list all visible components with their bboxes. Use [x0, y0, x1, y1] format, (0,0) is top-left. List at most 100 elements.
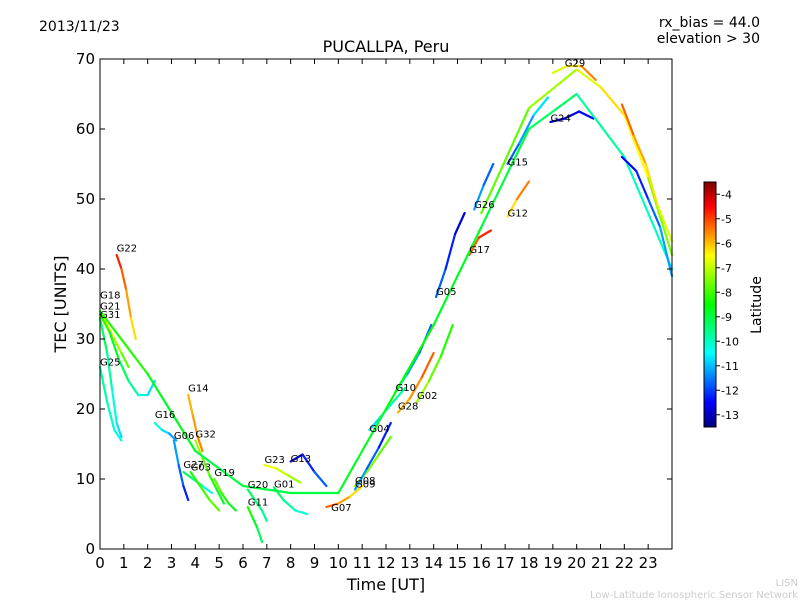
series-label-g07: G07 — [331, 503, 351, 514]
series-segment — [439, 323, 454, 358]
series-trend-lo — [98, 92, 674, 495]
series-g14 — [187, 393, 204, 453]
series-segment — [623, 155, 674, 271]
series-g07 — [325, 484, 364, 509]
colorbar-tick-label: -10 — [721, 335, 739, 348]
series-segment — [480, 106, 531, 215]
series-segment — [468, 236, 481, 257]
series-segment — [241, 484, 292, 495]
series-label-g14: G14 — [188, 384, 208, 395]
series-label-g13: G13 — [291, 454, 311, 465]
series-segment — [177, 463, 185, 488]
series-label-g19: G19 — [214, 468, 234, 479]
series-segment — [377, 421, 392, 449]
series-label-g26: G26 — [474, 200, 494, 211]
series-segment — [620, 103, 635, 138]
x-tick-label: 6 — [238, 554, 248, 572]
series-segment — [620, 155, 638, 173]
series-segment — [272, 486, 285, 502]
series-g26 — [473, 162, 495, 211]
series-segment — [287, 474, 302, 484]
series-segment — [506, 141, 521, 166]
x-tick-label: 12 — [376, 554, 395, 572]
series-segment — [644, 162, 659, 208]
series-segment — [647, 197, 662, 229]
y-axis-ticks: 0 10 20 30 40 50 60 70 — [76, 50, 672, 558]
series-segment — [263, 463, 278, 470]
series-segment — [599, 85, 626, 117]
y-tick-label: 40 — [76, 260, 95, 278]
series-segment — [396, 397, 411, 414]
series-segment — [168, 432, 178, 442]
series-segment — [182, 484, 190, 502]
series-segment — [199, 484, 211, 502]
series-segment — [113, 337, 123, 355]
series-label-g02: G02 — [417, 391, 437, 402]
series-g01 — [272, 486, 309, 516]
series-g22 — [115, 253, 137, 341]
series-segment — [353, 467, 369, 491]
x-tick-label: 16 — [472, 554, 491, 572]
series-segment — [294, 509, 309, 516]
x-tick-label: 2 — [143, 554, 153, 572]
series-late-a — [620, 103, 674, 243]
series-segment — [532, 96, 550, 117]
series-segment — [415, 379, 430, 404]
colorbar-tick-label: -13 — [721, 409, 739, 422]
series-late-b — [620, 155, 674, 278]
series-segment — [227, 502, 237, 512]
series-segment — [108, 330, 121, 362]
series-segment — [408, 376, 423, 400]
series-label-g06: G06 — [174, 431, 194, 442]
series-label-g05: G05 — [436, 287, 456, 298]
series-layer — [98, 64, 674, 544]
series-g24 — [549, 110, 595, 124]
series-label-g18: G18 — [100, 290, 120, 301]
series-segment — [444, 232, 457, 271]
x-tick-label: 17 — [496, 554, 515, 572]
series-segment — [563, 110, 581, 120]
series-segment — [301, 453, 316, 474]
colorbar-ticks: -4 -5 -6 -7 -8 -9 -10 -11 -12 -13 — [716, 188, 739, 422]
series-g19 — [213, 477, 237, 512]
series-label-g12: G12 — [508, 209, 528, 220]
series-trend-hi — [480, 68, 674, 257]
y-tick-label: 60 — [76, 120, 95, 138]
series-label-g31: G31 — [100, 310, 120, 321]
series-label-g10: G10 — [396, 383, 416, 394]
series-label-g01: G01 — [274, 479, 294, 490]
series-segment — [275, 467, 290, 477]
y-tick-label: 20 — [76, 400, 95, 418]
series-g29 — [551, 64, 597, 82]
series-g03 — [189, 470, 221, 512]
series-segment — [115, 253, 123, 271]
series-segment — [427, 355, 442, 383]
series-segment — [208, 498, 221, 512]
colorbar — [703, 181, 717, 428]
series-segment — [120, 351, 130, 369]
series-segment — [549, 117, 566, 124]
series-segment — [213, 477, 223, 495]
series-segment — [215, 488, 226, 505]
series-segment — [282, 498, 297, 512]
series-segment — [125, 288, 133, 320]
series-segment — [454, 211, 466, 236]
series-g16 — [153, 421, 178, 442]
series-segment — [623, 113, 650, 180]
series-segment — [313, 470, 328, 488]
series-segment — [106, 400, 116, 432]
series-segment — [129, 316, 137, 341]
series-segment — [110, 386, 118, 425]
series-label-g04: G04 — [369, 424, 389, 435]
x-tick-label: 18 — [519, 554, 538, 572]
footer-org-long: Low-Latitude Ionospheric Sensor Network — [590, 590, 798, 600]
series-segment — [191, 414, 199, 439]
series-segment — [527, 92, 578, 131]
series-segment — [635, 169, 650, 201]
series-segment — [482, 162, 495, 187]
series-segment — [289, 453, 304, 463]
series-segment — [208, 474, 218, 491]
footer-org-short: LISN — [776, 578, 798, 589]
